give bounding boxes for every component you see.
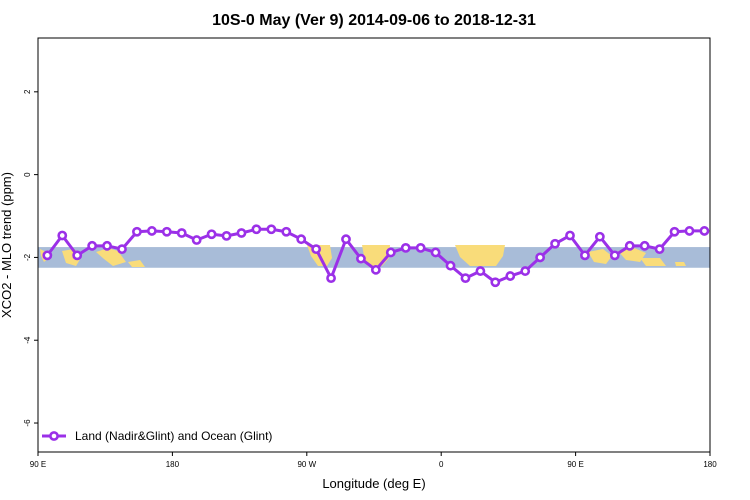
data-point (430, 247, 441, 258)
data-point (445, 260, 456, 271)
x-tick-label: 90 E (30, 460, 46, 469)
y-axis-label: XCO2 - MLO trend (ppm) (0, 172, 14, 318)
data-point (400, 242, 411, 253)
data-point (251, 224, 262, 235)
data-point (326, 273, 336, 284)
y-tick-label: -2 (23, 253, 32, 261)
data-point (57, 230, 68, 241)
land-area (455, 245, 505, 266)
legend-marker (49, 431, 59, 441)
data-point (639, 240, 650, 251)
data-point (684, 226, 695, 236)
background-band (38, 245, 710, 268)
data-point (161, 226, 172, 237)
series-layer (42, 224, 710, 288)
land-area (675, 262, 686, 266)
legend: Land (Nadir&Glint) and Ocean (Glint) (42, 429, 272, 443)
land-area (588, 249, 612, 264)
data-point (415, 242, 426, 253)
data-point (206, 229, 217, 240)
data-point (311, 244, 322, 255)
data-point (520, 266, 531, 276)
data-point (72, 250, 83, 261)
chart-title: 10S-0 May (Ver 9) 2014-09-06 to 2018-12-… (212, 12, 536, 29)
data-point (176, 228, 187, 238)
data-point (117, 244, 127, 255)
land-area (128, 260, 145, 267)
data-point (505, 271, 516, 281)
data-point (565, 230, 575, 241)
y-tick-label: -4 (23, 336, 32, 344)
data-point (191, 235, 202, 245)
land-area (640, 258, 666, 266)
y-tick-label: 0 (23, 172, 32, 177)
data-point (624, 240, 635, 251)
x-tick-label: 180 (166, 460, 180, 469)
y-axis-ticks: 2 0 -2 -4 -6 (23, 89, 38, 427)
data-point (550, 238, 560, 249)
data-point (370, 264, 381, 275)
data-point (356, 253, 366, 264)
data-point (580, 250, 590, 261)
data-point (609, 250, 620, 261)
data-point (460, 273, 471, 284)
data-point (221, 230, 232, 241)
data-point (146, 226, 157, 236)
x-axis-label: Longitude (deg E) (322, 476, 425, 491)
x-tick-label: 90 W (297, 460, 316, 469)
data-point (281, 226, 292, 237)
data-point (42, 250, 53, 261)
x-tick-label: 90 E (567, 460, 583, 469)
data-point (490, 277, 501, 288)
data-point (699, 226, 710, 236)
data-point (341, 234, 351, 245)
x-tick-label: 0 (439, 460, 444, 469)
data-point (669, 226, 680, 237)
x-tick-label: 180 (703, 460, 717, 469)
data-point (654, 244, 665, 255)
data-point (296, 234, 307, 245)
data-point (385, 247, 396, 258)
x-axis-ticks: 90 E 180 90 W 0 90 E 180 (30, 452, 717, 469)
data-point (132, 226, 142, 237)
data-point (87, 240, 98, 251)
data-point (594, 231, 605, 242)
data-point (236, 228, 247, 238)
y-tick-label: -6 (23, 419, 32, 427)
data-point (266, 224, 277, 235)
legend-label: Land (Nadir&Glint) and Ocean (Glint) (75, 429, 272, 443)
plot-frame (37, 37, 711, 453)
data-point (475, 266, 486, 276)
data-point (102, 240, 112, 251)
land-area (618, 248, 646, 262)
data-point (535, 252, 546, 263)
y-tick-label: 2 (23, 89, 32, 94)
